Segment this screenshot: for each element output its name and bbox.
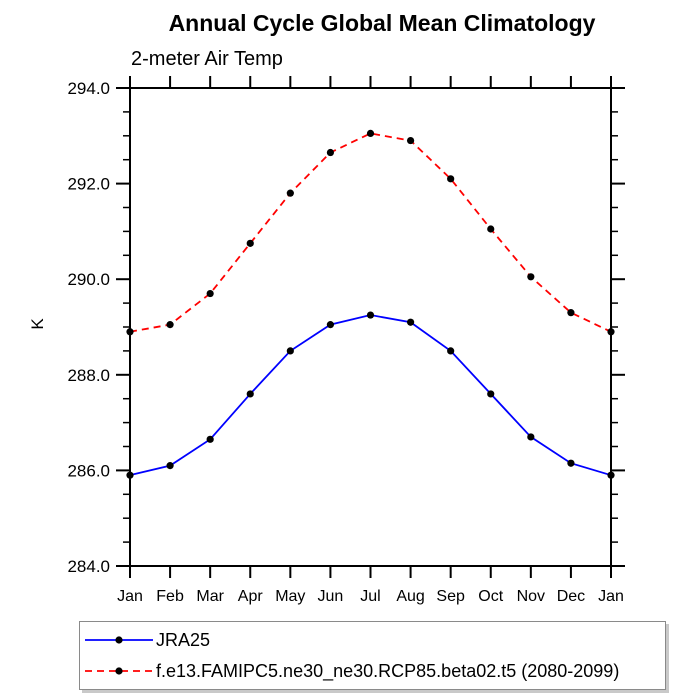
legend-label-model: f.e13.FAMIPC5.ne30_ne30.RCP85.beta02.t5 … <box>156 661 620 682</box>
data-point-marker <box>246 239 254 247</box>
legend-line-sample-dashed-red <box>85 667 153 675</box>
y-tick-label: 294.0 <box>67 79 110 98</box>
data-point-marker <box>286 347 294 355</box>
data-point-marker <box>567 459 575 467</box>
y-axis-ticks: 284.0 286.0 288.0 290.0 292.0 294.0 <box>67 79 625 576</box>
data-point-marker <box>447 175 455 183</box>
data-point-marker <box>366 311 375 319</box>
data-point-marker <box>406 136 415 145</box>
y-tick-label: 286.0 <box>67 461 110 480</box>
y-tick-label: 292.0 <box>67 175 110 194</box>
legend-label-jra25: JRA25 <box>156 629 211 650</box>
data-point-marker <box>567 309 575 317</box>
data-point-marker <box>126 328 134 336</box>
x-tick-label: Jul <box>360 588 380 605</box>
data-point-marker <box>246 390 254 398</box>
data-point-marker <box>607 471 615 479</box>
x-tick-label: Apr <box>238 588 264 605</box>
data-point-marker <box>166 321 174 329</box>
x-tick-label: May <box>275 588 305 605</box>
data-point-marker <box>406 318 415 326</box>
x-tick-label: Mar <box>196 588 224 605</box>
data-point-marker <box>487 225 495 233</box>
chart-subtitle: 2-meter Air Temp <box>131 48 283 70</box>
data-point-marker <box>206 435 214 443</box>
x-tick-label: Dec <box>557 588 585 605</box>
data-point-marker <box>447 347 455 355</box>
legend-item-model: f.e13.FAMIPC5.ne30_ne30.RCP85.beta02.t5 … <box>80 657 665 685</box>
data-point-marker <box>527 433 535 441</box>
series-line <box>129 314 612 477</box>
x-tick-label: Feb <box>156 588 184 605</box>
series-line <box>129 132 612 333</box>
legend-line-sample-solid-blue <box>85 636 153 644</box>
data-point-marker <box>206 289 214 298</box>
x-tick-label: Oct <box>478 588 503 605</box>
plot-frame <box>129 87 612 567</box>
data-point-marker <box>326 148 335 157</box>
x-tick-label: Aug <box>396 588 424 605</box>
data-point-marker <box>487 390 495 398</box>
x-tick-label: Jan <box>598 588 624 605</box>
chart-title: Annual Cycle Global Mean Climatology <box>168 10 596 36</box>
x-axis-ticks: Jan Feb Mar Apr May Jun Jul Aug Sep Oct Nov Dec Jan <box>117 76 624 605</box>
data-point-marker <box>326 321 335 329</box>
x-tick-label: Nov <box>517 588 545 605</box>
data-point-marker <box>366 129 375 138</box>
legend: JRA25 f.e13.FAMIPC5.ne30_ne30.RCP85.beta… <box>79 621 666 690</box>
y-tick-label: 290.0 <box>67 270 110 289</box>
data-point-marker <box>527 273 535 281</box>
y-tick-label: 284.0 <box>67 557 110 576</box>
series-model <box>126 129 615 336</box>
x-tick-label: Jan <box>117 588 143 605</box>
data-point-marker <box>166 462 174 470</box>
data-point-marker <box>126 471 134 479</box>
data-point-marker <box>286 189 294 197</box>
series-jra25 <box>126 311 615 479</box>
legend-item-jra25: JRA25 <box>80 626 665 654</box>
y-tick-label: 288.0 <box>67 366 110 385</box>
data-point-marker <box>607 328 615 336</box>
x-tick-label: Jun <box>318 588 344 605</box>
x-tick-label: Sep <box>436 588 465 605</box>
